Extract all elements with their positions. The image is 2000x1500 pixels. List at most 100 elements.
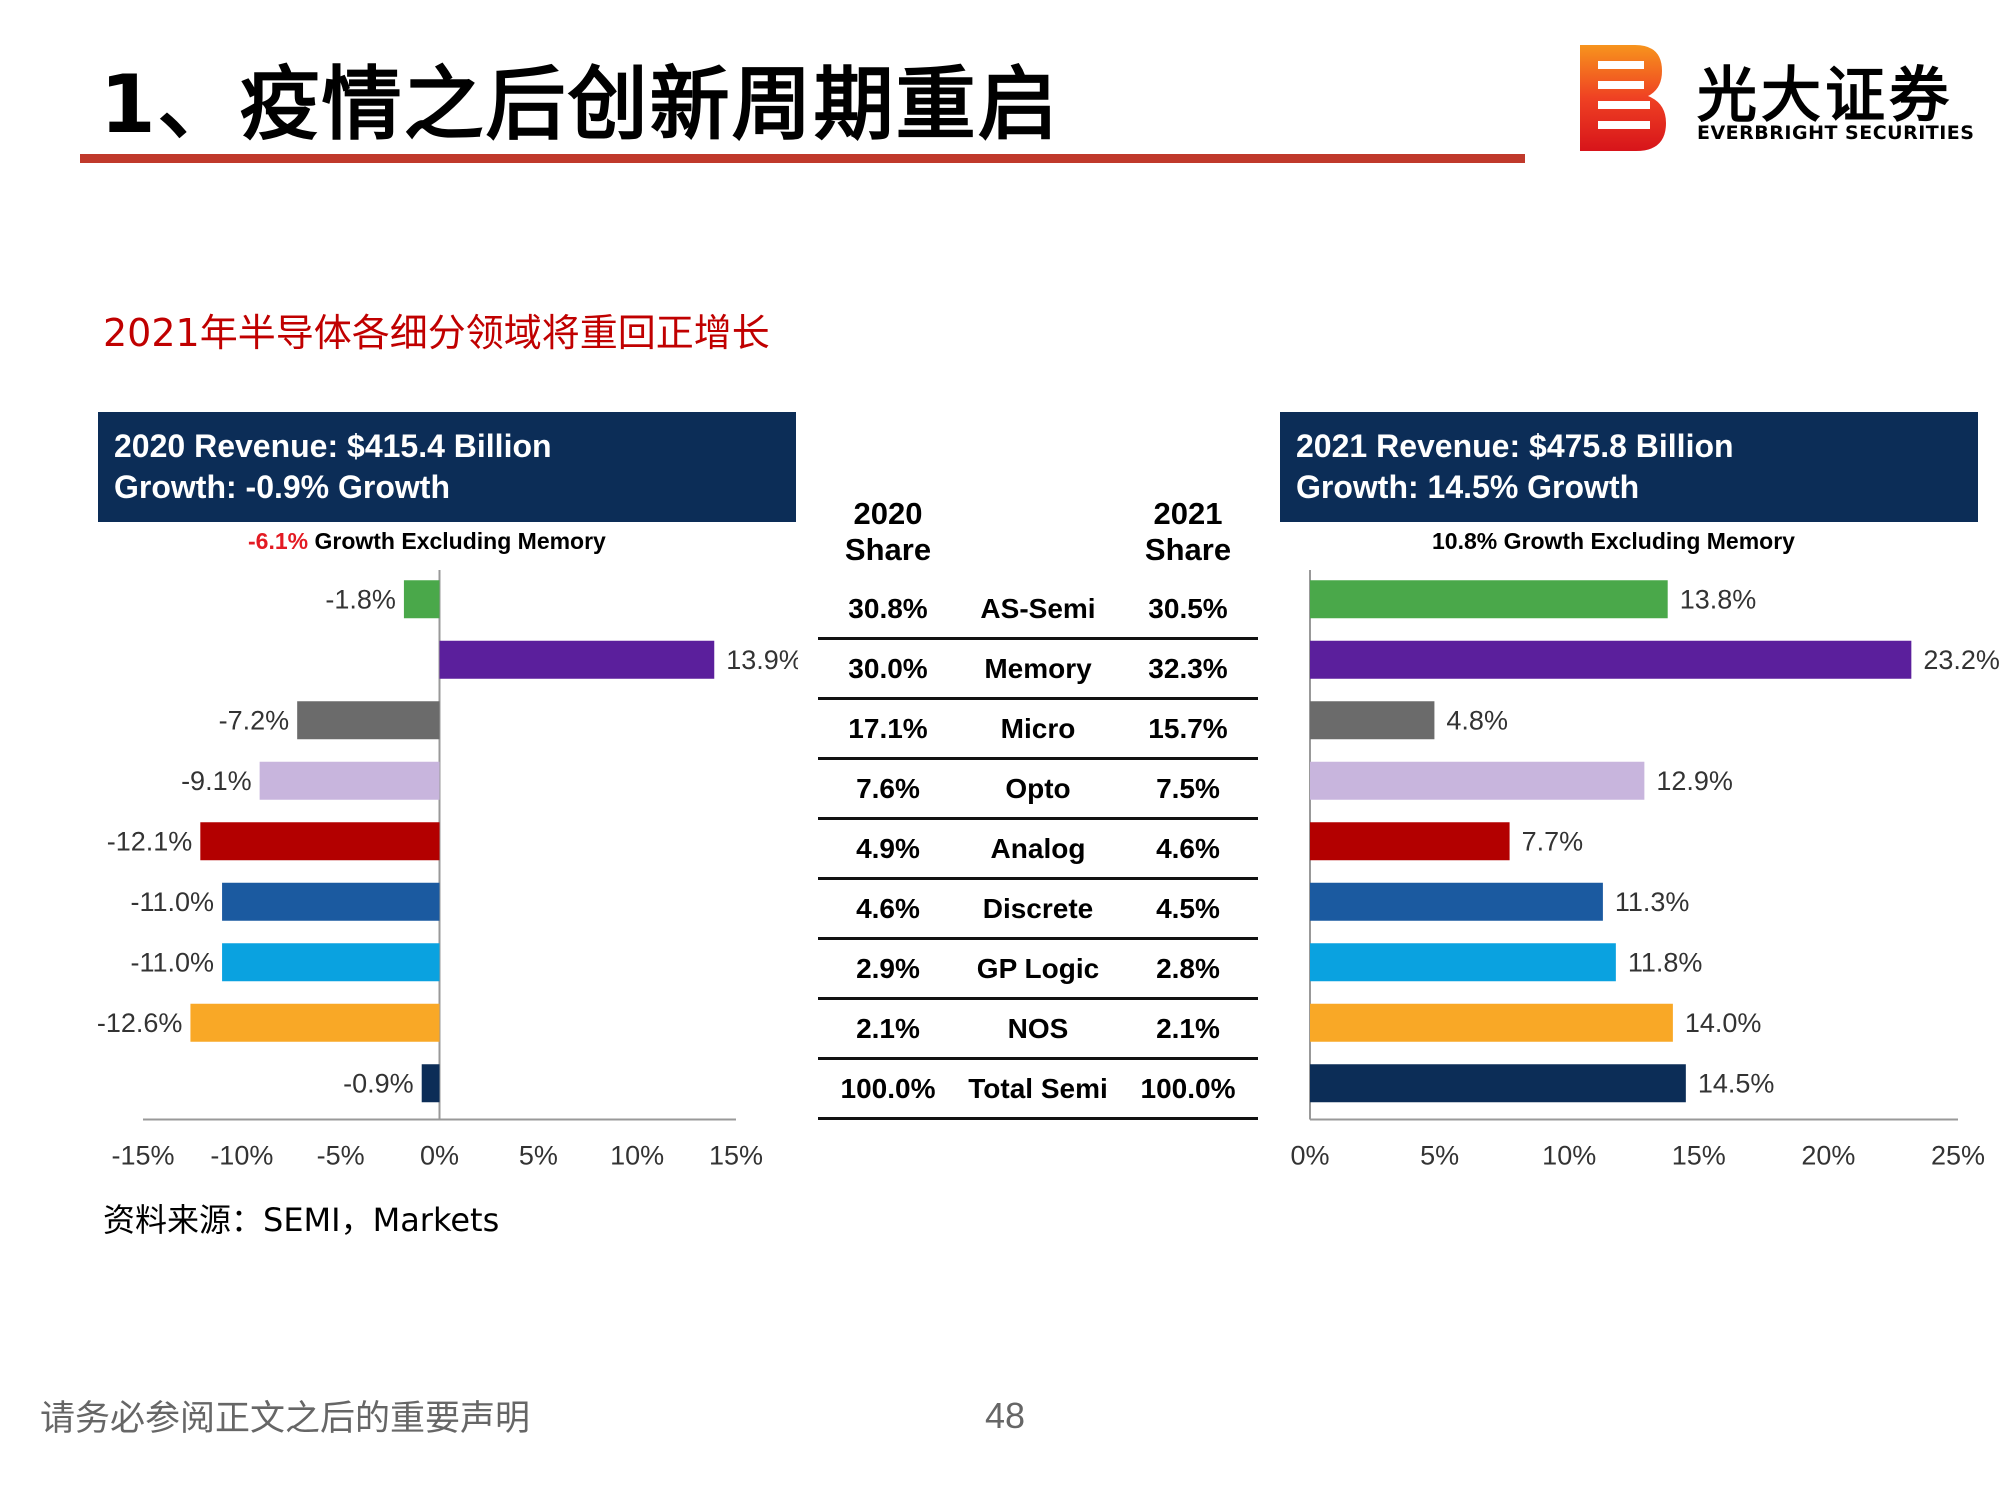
right-bar-gp-logic [1310, 943, 1616, 982]
left-tick-label: 15% [709, 1141, 763, 1166]
left-banner-line1: 2020 Revenue: $415.4 Billion [114, 428, 552, 464]
table-row: 30.8% AS-Semi 30.5% [818, 580, 1258, 640]
header-2021-year: 2021 [1153, 496, 1223, 531]
left-note-value: -6.1% [248, 528, 309, 554]
share-2020: 30.8% [848, 592, 928, 624]
share-2021: 30.5% [1148, 592, 1228, 624]
left-tick-label: 10% [610, 1141, 664, 1166]
table-row: 100.0% Total Semi 100.0% [818, 1060, 1258, 1120]
right-value-label: 11.8% [1628, 947, 1703, 977]
right-bar-analog [1310, 822, 1510, 861]
logo-name-en: EVERBRIGHT SECURITIES [1697, 122, 1975, 144]
left-value-label: -11.0% [131, 947, 215, 977]
share-2020: 100.0% [840, 1072, 936, 1104]
title-rule [80, 154, 1525, 163]
left-value-label: -7.2% [219, 705, 290, 735]
chart-2021-growth: 13.8% 23.2% 4.8% 12.9% 7.7% 11.3% 11.8% 14.0% 14… [1290, 570, 2000, 1166]
share-2021: 2.1% [1156, 1012, 1220, 1044]
right-bar-nos [1310, 1003, 1673, 1042]
segment-name: Micro [1000, 712, 1076, 744]
right-tick-label: 0% [1290, 1141, 1329, 1166]
chart-2020-growth: -1.8% 13.9% -7.2% -9.1% -12.1% -11.0% -11.0% -1… [97, 570, 798, 1166]
header-2021-share: 2021 Share [1118, 496, 1258, 568]
segment-name: AS-Semi [980, 592, 1096, 624]
segment-name: Opto [1005, 772, 1071, 804]
share-2021: 100.0% [1140, 1072, 1236, 1104]
right-revenue-banner: 2021 Revenue: $475.8 Billion Growth: 14.… [1280, 412, 1978, 522]
segment-name: Memory [984, 652, 1092, 684]
left-bar-total-semi [421, 1064, 440, 1103]
right-growth-note: 10.8% Growth Excluding Memory [1432, 528, 1795, 554]
right-value-label: 12.9% [1656, 766, 1733, 796]
left-bar-as-semi [403, 580, 440, 619]
left-value-label: -0.9% [343, 1068, 414, 1098]
page-number: 48 [985, 1395, 1026, 1436]
share-2020: 17.1% [848, 712, 928, 744]
right-tick-label: 25% [1931, 1141, 1985, 1166]
share-2020: 30.0% [848, 652, 928, 684]
disclaimer: 请务必参阅正文之后的重要声明 [40, 1399, 531, 1439]
header-2020-label: Share [844, 532, 932, 567]
left-value-label: -12.6% [97, 1008, 183, 1038]
logo: 光大证券 EVERBRIGHT SECURITIES [1580, 45, 1980, 155]
table-row: 4.6% Discrete 4.5% [818, 880, 1258, 940]
left-banner-line2: Growth: -0.9% Growth [114, 469, 450, 505]
left-value-label: -12.1% [107, 826, 193, 856]
right-banner-line2: Growth: 14.5% Growth [1296, 469, 1640, 505]
page-title: 1、疫情之后创新周期重启 [100, 58, 1060, 151]
right-value-label: 4.8% [1446, 705, 1508, 735]
segment-name: GP Logic [976, 952, 1100, 984]
right-banner-line1: 2021 Revenue: $475.8 Billion [1296, 428, 1734, 464]
chart-subtitle: 2021年半导体各细分领域将重回正增长 [103, 311, 770, 355]
left-value-label: -9.1% [181, 766, 252, 796]
left-revenue-banner: 2020 Revenue: $415.4 Billion Growth: -0.… [98, 412, 796, 522]
left-tick-label: -5% [317, 1141, 365, 1166]
share-2021: 4.6% [1156, 832, 1220, 864]
left-bar-opto [259, 761, 440, 800]
segment-name: Analog [990, 832, 1086, 864]
table-row: 4.9% Analog 4.6% [818, 820, 1258, 880]
left-note-text: Growth Excluding Memory [314, 528, 606, 554]
left-bar-analog [200, 822, 440, 861]
right-bar-micro [1310, 701, 1435, 740]
left-bar-gp-logic [222, 943, 440, 982]
left-bar-memory [439, 640, 715, 679]
right-tick-label: 20% [1801, 1141, 1855, 1166]
right-value-label: 13.8% [1680, 584, 1757, 614]
header-2020-year: 2020 [853, 496, 923, 531]
right-value-label: 14.0% [1685, 1008, 1762, 1038]
share-2020: 7.6% [856, 772, 920, 804]
left-tick-label: 5% [519, 1141, 558, 1166]
share-2021: 2.8% [1156, 952, 1220, 984]
left-value-label: -11.0% [131, 887, 215, 917]
share-2021: 32.3% [1148, 652, 1228, 684]
share-2020: 4.6% [856, 892, 920, 924]
right-tick-label: 15% [1672, 1141, 1726, 1166]
right-value-label: 11.3% [1615, 887, 1690, 917]
share-2021: 4.5% [1156, 892, 1220, 924]
segment-name: Discrete [982, 892, 1094, 924]
left-tick-label: -15% [111, 1141, 174, 1166]
left-value-label: -1.8% [325, 584, 396, 614]
table-row: 17.1% Micro 15.7% [818, 700, 1258, 760]
market-share-table: 2020 Share 2021 Share 30.8% AS-Semi 30.5… [818, 490, 1258, 1120]
source-note: 资料来源：SEMI，Markets [103, 1201, 500, 1239]
share-2020: 4.9% [856, 832, 920, 864]
table-row: 2.9% GP Logic 2.8% [818, 940, 1258, 1000]
table-header: 2020 Share 2021 Share [818, 490, 1258, 580]
left-tick-label: 0% [420, 1141, 459, 1166]
right-value-label: 7.7% [1522, 826, 1584, 856]
right-tick-label: 10% [1542, 1141, 1596, 1166]
share-2020: 2.9% [856, 952, 920, 984]
header-2020-share: 2020 Share [818, 496, 958, 568]
right-bar-as-semi [1310, 580, 1668, 619]
left-value-label: 13.9% [726, 645, 798, 675]
left-bar-nos [190, 1003, 440, 1042]
left-bar-micro [297, 701, 440, 740]
header-2021-label: Share [1144, 532, 1232, 567]
right-value-label: 23.2% [1923, 645, 2000, 675]
right-bar-memory [1310, 640, 1912, 679]
table-row: 30.0% Memory 32.3% [818, 640, 1258, 700]
segment-name: Total Semi [968, 1072, 1108, 1104]
right-bar-opto [1310, 761, 1645, 800]
